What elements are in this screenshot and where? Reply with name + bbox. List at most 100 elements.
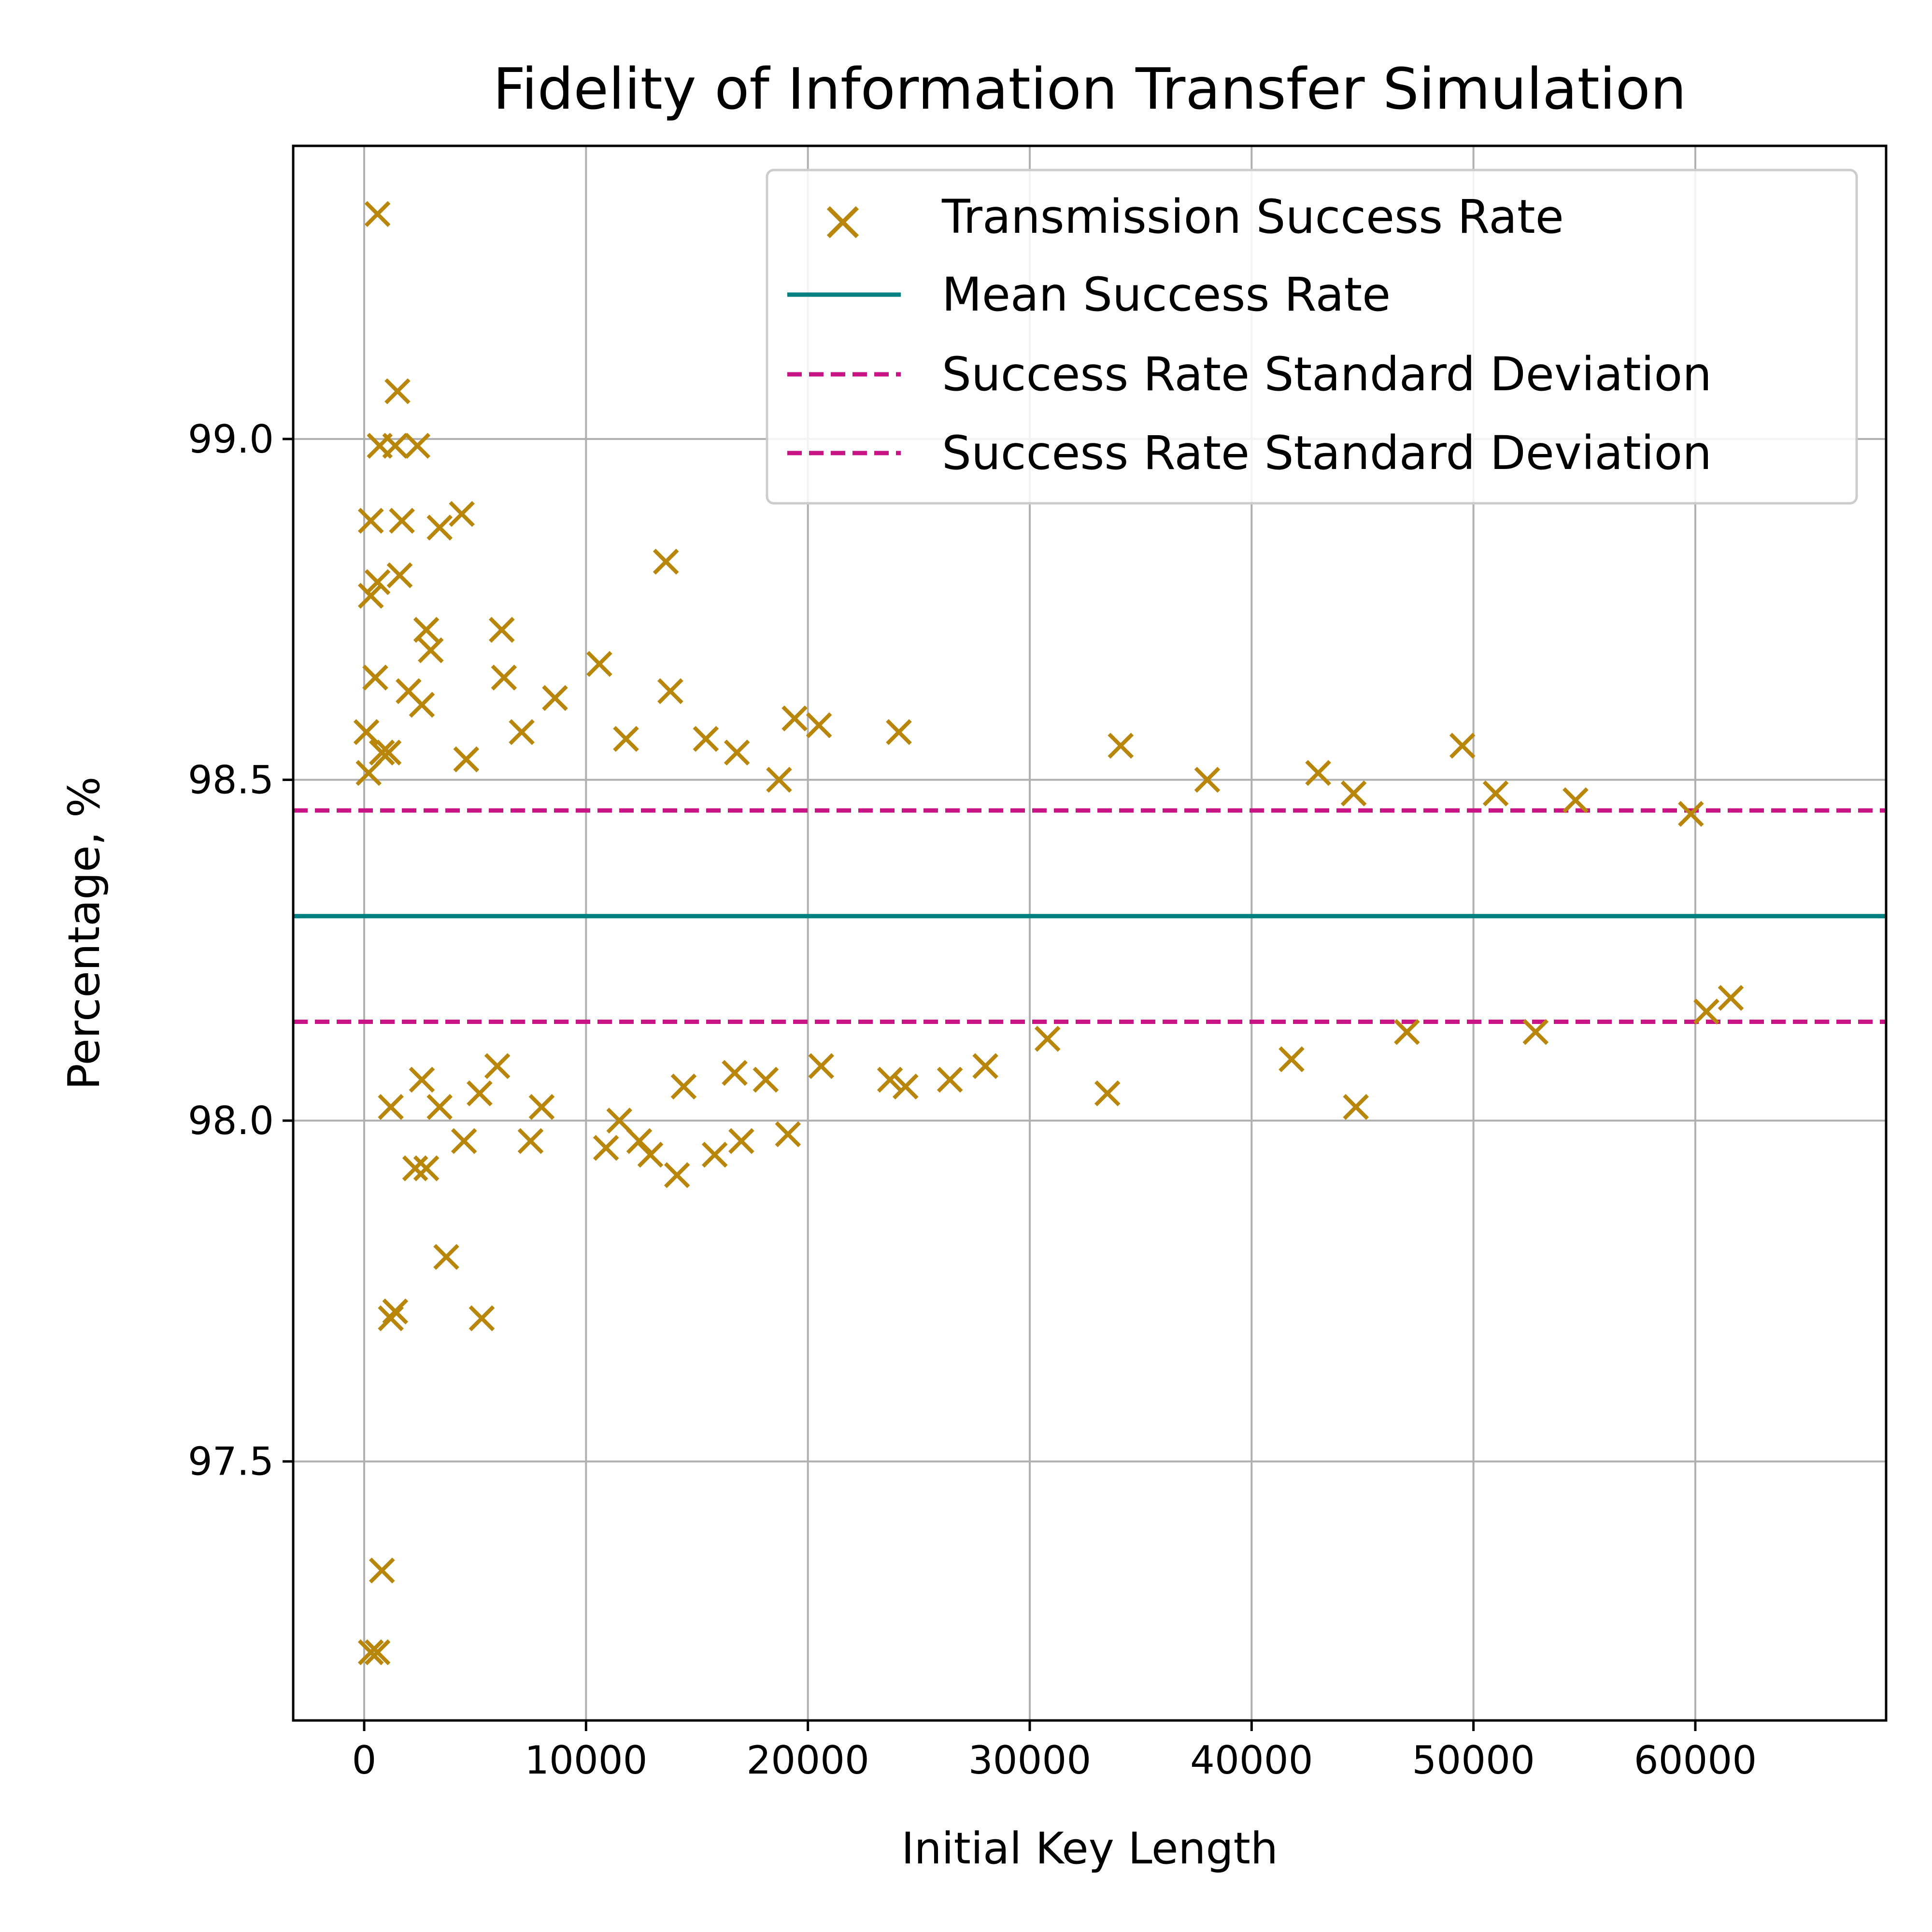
x-axis-ticks: 0 10000 20000 30000 40000 50000 60000 <box>352 1720 1757 1783</box>
data-point <box>417 637 444 664</box>
legend-marker-x <box>826 206 859 239</box>
data-point <box>357 1639 384 1665</box>
data-point <box>606 1108 633 1134</box>
data-point <box>1563 787 1589 813</box>
data-point <box>637 1141 664 1168</box>
data-point <box>491 664 517 691</box>
data-point <box>664 1162 690 1188</box>
plot-frame <box>292 144 1888 1722</box>
data-point <box>375 739 402 766</box>
data-point <box>728 1128 754 1154</box>
data-point <box>389 508 415 534</box>
data-point <box>1693 998 1719 1025</box>
data-point <box>357 582 384 609</box>
data-point <box>972 1053 998 1080</box>
data-point <box>369 739 395 766</box>
data-point <box>469 1305 495 1332</box>
data-point <box>364 201 391 227</box>
data-point <box>517 1128 544 1154</box>
data-point <box>484 1053 511 1080</box>
x-tick-label: 40000 <box>1190 1738 1313 1783</box>
x-tick-label: 30000 <box>968 1738 1092 1783</box>
data-point <box>382 1298 409 1325</box>
data-point <box>528 1094 555 1120</box>
x-tick-label: 0 <box>352 1738 377 1783</box>
data-point <box>593 1135 619 1161</box>
data-point <box>1279 1046 1305 1072</box>
y-axis-title: Percentage, % <box>59 776 110 1090</box>
data-point <box>670 1073 697 1100</box>
data-point <box>413 1155 440 1181</box>
data-point <box>404 433 431 459</box>
data-point <box>1305 760 1331 786</box>
data-point <box>1343 1094 1369 1120</box>
data-point <box>353 719 380 745</box>
data-point <box>586 651 612 677</box>
data-point <box>451 1128 477 1154</box>
data-point <box>613 725 639 752</box>
data-point <box>426 1094 453 1120</box>
legend-label-mean-success-rate: Mean Success Rate <box>942 268 1391 322</box>
data-point <box>1482 780 1509 807</box>
data-point <box>369 1557 395 1584</box>
legend-label-std-lower: Success Rate Standard Deviation <box>942 426 1712 480</box>
data-point <box>1034 1025 1061 1052</box>
data-point <box>364 569 391 596</box>
data-point <box>384 378 411 404</box>
data-point <box>808 1053 835 1080</box>
x-tick-label: 10000 <box>525 1738 648 1783</box>
data-point <box>1394 1019 1420 1045</box>
data-point <box>355 760 382 786</box>
legend: Transmission Success Rate Mean Success R… <box>766 169 1858 505</box>
data-point <box>806 712 832 739</box>
data-point <box>653 549 679 575</box>
data-point <box>426 514 453 541</box>
y-tick-label: 98.5 <box>188 757 274 802</box>
chart-title: Fidelity of Information Transfer Simulat… <box>493 56 1686 122</box>
data-point <box>362 664 388 691</box>
data-point <box>488 617 515 643</box>
legend-box <box>766 169 1858 505</box>
x-axis-title: Initial Key Length <box>901 1823 1278 1874</box>
data-point <box>509 719 535 745</box>
legend-label-std-upper: Success Rate Standard Deviation <box>942 347 1712 401</box>
data-point <box>386 562 413 588</box>
data-point <box>378 1094 404 1120</box>
data-point <box>766 767 792 793</box>
data-point <box>357 508 384 534</box>
data-point <box>1677 801 1704 827</box>
data-point <box>724 739 750 766</box>
data-point <box>542 685 568 711</box>
data-point <box>753 1066 779 1093</box>
data-point <box>409 692 435 718</box>
data-point <box>409 1066 435 1093</box>
data-point <box>1340 780 1367 807</box>
data-point <box>701 1141 728 1168</box>
y-tick-label: 98.0 <box>188 1098 274 1143</box>
data-point <box>781 705 808 732</box>
data-point <box>775 1121 801 1148</box>
data-point <box>892 1073 919 1100</box>
scatter-points <box>353 201 1744 1665</box>
data-point <box>467 1080 493 1107</box>
data-point <box>1094 1080 1121 1107</box>
data-point <box>413 617 440 643</box>
data-point <box>453 746 480 772</box>
data-point <box>1449 733 1476 759</box>
data-point <box>364 1639 391 1665</box>
data-point <box>877 1066 903 1093</box>
y-tick-label: 99.0 <box>188 417 274 462</box>
data-point <box>1522 1019 1549 1045</box>
legend-label-transmission-success-rate: Transmission Success Rate <box>941 190 1564 244</box>
y-axis-ticks: 97.5 98.0 98.5 99.0 <box>188 417 293 1484</box>
data-point <box>402 1155 428 1181</box>
data-point <box>937 1066 963 1093</box>
reference-lines <box>293 808 1886 1024</box>
y-tick-label: 97.5 <box>188 1439 274 1484</box>
data-point <box>382 433 409 459</box>
data-point <box>693 725 719 752</box>
x-tick-label: 50000 <box>1412 1738 1535 1783</box>
x-tick-label: 20000 <box>746 1738 869 1783</box>
data-point <box>1718 985 1744 1011</box>
